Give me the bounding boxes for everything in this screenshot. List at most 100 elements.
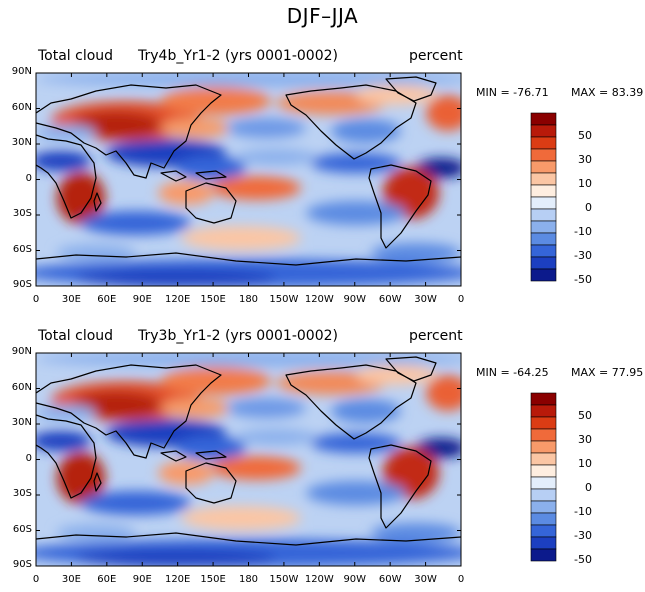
colorbar-swatch: [530, 440, 557, 454]
colorbar-swatch: [530, 476, 557, 490]
colorbar-swatch: [530, 404, 557, 418]
lon-label: 180: [238, 294, 259, 305]
lat-label: 30N: [11, 137, 32, 148]
colorbar-swatch: [530, 536, 557, 550]
panel-1-case: Try4b_Yr1-2 (yrs 0001-0002): [138, 48, 338, 64]
colorbar-swatch: [530, 220, 557, 234]
lat-label: 30S: [12, 488, 32, 499]
lon-label: 30E: [61, 294, 81, 305]
panel-2-case: Try3b_Yr1-2 (yrs 0001-0002): [138, 328, 338, 344]
colorbar-swatch: [530, 464, 557, 478]
lat-label: 0: [25, 172, 32, 184]
cloud-field-1: [18, 71, 478, 287]
colorbar-label: 30: [578, 433, 592, 446]
axis-ticks-2: [35, 352, 462, 567]
lon-label: 60E: [97, 294, 117, 305]
colorbar-label: 0: [585, 201, 592, 214]
colorbar-swatch: [530, 548, 557, 562]
lon-label: 150W: [269, 574, 299, 585]
panel-1-units: percent: [409, 48, 463, 64]
panel-2-variable: Total cloud: [38, 328, 114, 344]
colorbar-swatch: [530, 512, 557, 526]
colorbar-swatch: [530, 452, 557, 466]
colorbar-swatch: [530, 428, 557, 442]
lat-label: 30S: [12, 208, 32, 219]
colorbar-swatch: [530, 148, 557, 162]
colorbar-swatch: [530, 500, 557, 514]
lon-label: 0: [457, 574, 465, 585]
colorbar-label: -30: [574, 249, 592, 262]
colorbar-swatch: [530, 392, 557, 406]
colorbar-swatch: [530, 416, 557, 430]
colorbar-label: -10: [574, 505, 592, 518]
colorbar-2: [530, 392, 557, 562]
colorbar-swatch: [530, 256, 557, 270]
lon-label: 90E: [132, 574, 152, 585]
panel-1-min: MIN = -76.71: [476, 86, 549, 99]
lon-label: 120E: [164, 294, 191, 305]
colorbar-label: 10: [578, 177, 592, 190]
figure-title: DJF–JJA: [286, 4, 359, 28]
colorbar-swatch: [530, 172, 557, 186]
lon-label: 0: [457, 294, 465, 305]
colorbar-swatch: [530, 112, 557, 126]
lon-label: 60W: [378, 574, 402, 585]
colorbar-swatch: [530, 244, 557, 258]
lon-label: 60E: [97, 574, 117, 585]
lon-label: 90W: [343, 574, 367, 585]
colorbar-swatch: [530, 268, 557, 282]
lon-label: 150W: [269, 294, 299, 305]
lon-label: 150E: [200, 294, 226, 305]
colorbar-label: 50: [578, 129, 592, 142]
lat-label: 90S: [12, 559, 32, 570]
colorbar-swatch: [530, 160, 557, 174]
lon-label: 90E: [132, 294, 152, 305]
colorbar-1: [530, 112, 557, 282]
colorbar-label: -10: [574, 225, 592, 238]
lon-label: 30W: [414, 574, 437, 585]
colorbar-label: 0: [585, 481, 592, 494]
lat-label: 60N: [11, 101, 32, 113]
colorbar-label: -30: [574, 529, 592, 542]
lat-label: 0: [25, 452, 32, 464]
colorbar-swatch: [530, 208, 557, 222]
lat-label: 90S: [12, 279, 32, 290]
panel-2-units: percent: [409, 328, 463, 344]
lat-label: 60N: [11, 381, 32, 393]
lon-label: 30E: [61, 574, 81, 585]
lon-label: 0: [32, 574, 40, 585]
lon-label: 150E: [200, 574, 226, 585]
lat-label: 60S: [12, 243, 32, 255]
colorbar-label: 30: [578, 153, 592, 166]
colorbar-label: -50: [574, 553, 592, 566]
panel-1-max: MAX = 83.39: [571, 86, 644, 99]
lat-label: 60S: [12, 523, 32, 535]
colorbar-label: 10: [578, 457, 592, 470]
lon-label: 60W: [378, 294, 402, 305]
colorbar-swatch: [530, 196, 557, 210]
lon-label: 90W: [343, 294, 367, 305]
colorbar-swatch: [530, 232, 557, 246]
colorbar-swatch: [530, 184, 557, 198]
lat-label: 90N: [11, 66, 32, 77]
lon-label: 30W: [414, 294, 437, 305]
colorbar-swatch: [530, 488, 557, 502]
panel-2-min: MIN = -64.25: [476, 366, 549, 379]
map-panel-2: [18, 351, 478, 567]
lon-label: 120W: [304, 574, 334, 585]
colorbar-label: -50: [574, 273, 592, 286]
colorbar-swatch: [530, 524, 557, 538]
cloud-field-2: [18, 351, 478, 567]
lon-label: 180: [238, 574, 259, 585]
panel-1-variable: Total cloud: [38, 48, 114, 64]
colorbar-swatch: [530, 136, 557, 150]
lon-label: 120E: [164, 574, 191, 585]
axis-ticks-1: [35, 72, 462, 287]
panel-2-max: MAX = 77.95: [571, 366, 644, 379]
lat-label: 90N: [11, 346, 32, 357]
lon-label: 120W: [304, 294, 334, 305]
map-panel-1: [18, 71, 478, 287]
colorbar-swatch: [530, 124, 557, 138]
lat-label: 30N: [11, 417, 32, 428]
